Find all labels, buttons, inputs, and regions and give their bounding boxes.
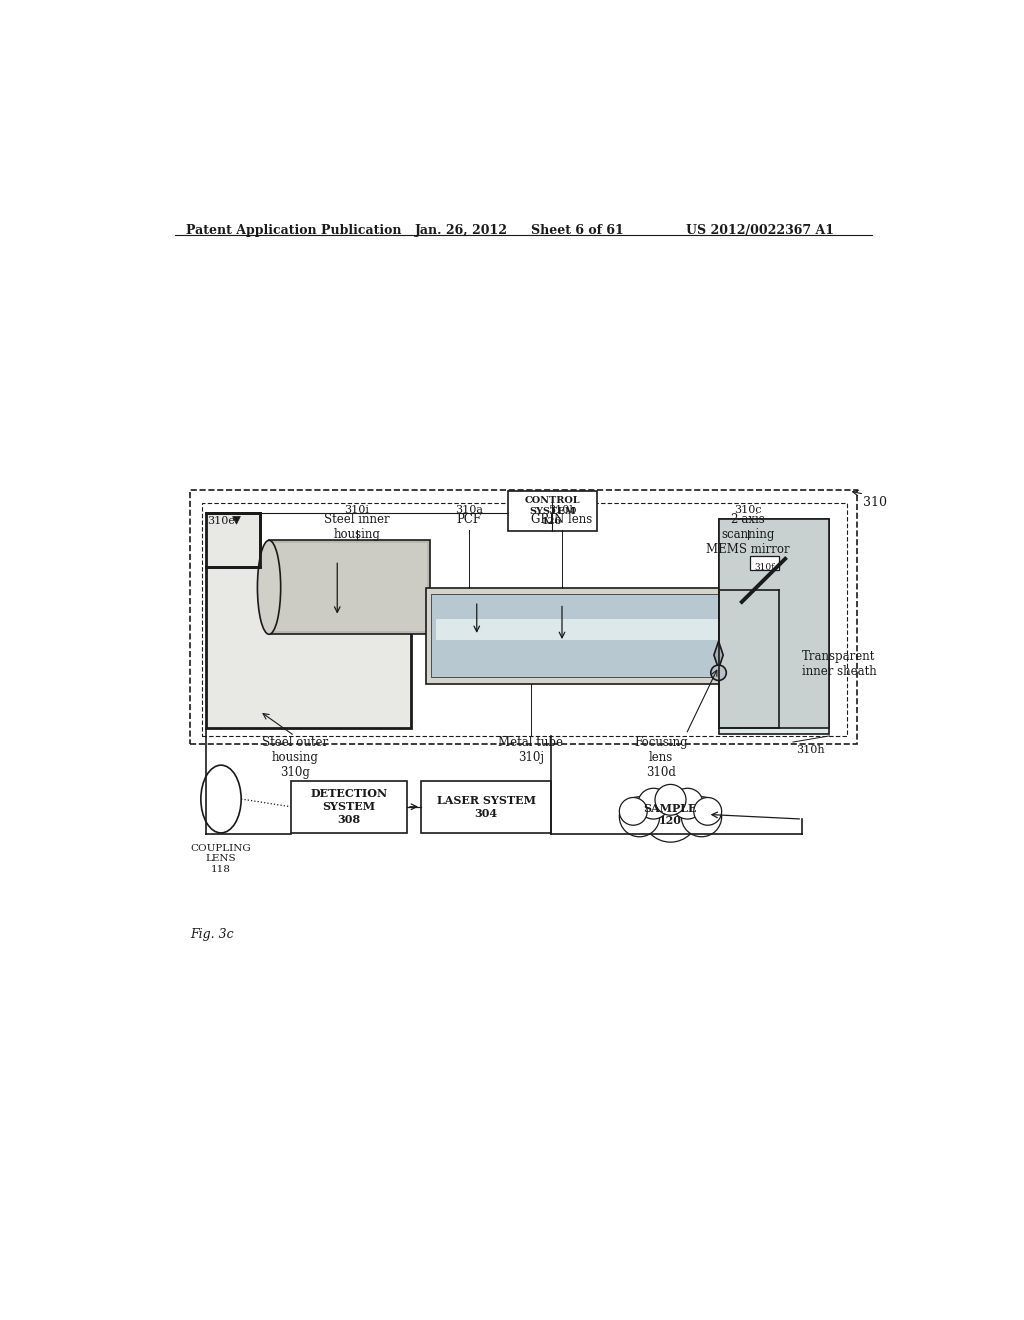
Text: Steel outer
housing
310g: Steel outer housing 310g: [261, 737, 328, 779]
Polygon shape: [714, 642, 723, 669]
Bar: [269, 540, 430, 635]
Circle shape: [638, 788, 669, 818]
Text: 310h: 310h: [796, 744, 824, 755]
Bar: [206, 566, 411, 729]
Text: 310a: 310a: [455, 506, 483, 515]
Circle shape: [620, 797, 659, 837]
Text: 310i: 310i: [344, 506, 369, 515]
Bar: [421, 780, 551, 833]
Text: Metal tube
310j: Metal tube 310j: [499, 737, 563, 764]
Text: LASER SYSTEM
304: LASER SYSTEM 304: [436, 795, 536, 818]
Text: 310c: 310c: [734, 506, 762, 515]
Bar: [190, 490, 856, 743]
Bar: [431, 594, 726, 677]
Circle shape: [693, 797, 722, 825]
Text: COUPLING
LENS
118: COUPLING LENS 118: [190, 843, 251, 874]
Bar: [202, 503, 847, 737]
Text: 310b: 310b: [548, 506, 577, 515]
Bar: [719, 519, 829, 734]
Bar: [426, 589, 731, 684]
Text: SAMPLE
120: SAMPLE 120: [644, 803, 697, 826]
Text: Transparent
inner sheath: Transparent inner sheath: [802, 649, 877, 677]
Bar: [750, 557, 779, 570]
Text: 310f: 310f: [754, 564, 774, 573]
Bar: [206, 512, 260, 566]
Ellipse shape: [201, 766, 241, 833]
Circle shape: [672, 788, 703, 818]
Text: CONTROL
SYSTEM
126: CONTROL SYSTEM 126: [524, 496, 581, 525]
Text: 310e: 310e: [207, 516, 234, 525]
Text: Focusing
lens
310d: Focusing lens 310d: [635, 737, 688, 779]
Text: GRIN lens: GRIN lens: [531, 512, 593, 525]
Text: Steel inner
housing: Steel inner housing: [324, 512, 389, 541]
Polygon shape: [232, 516, 241, 524]
Text: Fig. 3c: Fig. 3c: [190, 928, 233, 941]
Text: US 2012/0022367 A1: US 2012/0022367 A1: [686, 224, 834, 236]
Bar: [272, 544, 427, 631]
Text: Jan. 26, 2012: Jan. 26, 2012: [415, 224, 508, 236]
Circle shape: [620, 797, 647, 825]
Circle shape: [681, 797, 722, 837]
Text: 2-axis
scanning
MEMS mirror: 2-axis scanning MEMS mirror: [707, 512, 790, 556]
Text: PCF: PCF: [457, 512, 481, 525]
Circle shape: [655, 784, 686, 816]
Circle shape: [643, 787, 698, 842]
Bar: [291, 780, 407, 833]
Bar: [719, 519, 829, 729]
Ellipse shape: [257, 540, 281, 635]
Text: Patent Application Publication: Patent Application Publication: [186, 224, 401, 236]
Circle shape: [711, 665, 726, 681]
Bar: [508, 491, 597, 531]
Text: Sheet 6 of 61: Sheet 6 of 61: [531, 224, 624, 236]
Bar: [435, 619, 722, 640]
Text: 310: 310: [862, 496, 887, 508]
Text: DETECTION
SYSTEM
308: DETECTION SYSTEM 308: [310, 788, 387, 825]
